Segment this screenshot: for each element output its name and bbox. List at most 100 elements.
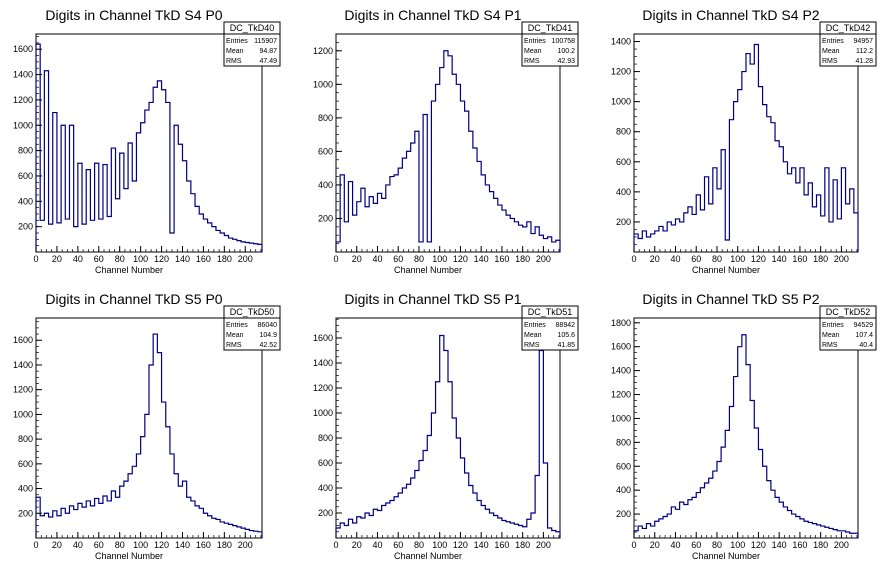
stats-value-mean: 105.6 <box>557 332 575 339</box>
x-tick-label: 100 <box>432 254 447 264</box>
x-tick-label: 120 <box>453 540 468 550</box>
stats-label: RMS <box>226 342 242 349</box>
y-tick-label: 1200 <box>313 46 333 56</box>
x-tick-label: 180 <box>515 540 530 550</box>
y-tick-label: 200 <box>18 222 33 232</box>
y-tick-label: 1400 <box>13 360 33 370</box>
stats-value-entries: 115907 <box>254 38 277 45</box>
y-tick-label: 1000 <box>611 413 631 423</box>
stats-name: DC_TkD40 <box>230 23 275 33</box>
y-tick-label: 1000 <box>313 408 333 418</box>
y-tick-label: 1600 <box>313 333 333 343</box>
stats-value-entries: 94529 <box>854 322 874 329</box>
stats-box <box>521 21 579 67</box>
x-tick-label: 40 <box>670 254 680 264</box>
x-tick-label: 20 <box>352 540 362 550</box>
histogram-line <box>633 334 859 538</box>
x-tick-label: 60 <box>94 254 104 264</box>
x-axis-label: Channel Number <box>692 551 760 561</box>
y-tick-label: 800 <box>318 113 333 123</box>
y-tick-label: 1200 <box>13 95 33 105</box>
x-tick-label: 200 <box>238 540 253 550</box>
stats-box <box>223 21 281 67</box>
histogram-panel: Digits in Channel TkD S4 P1 0 20 40 60 80 100 1… <box>313 7 579 275</box>
y-tick-label: 1400 <box>313 358 333 368</box>
x-tick-label: 120 <box>154 254 169 264</box>
stats-value-rms: 47.49 <box>259 58 277 65</box>
stats-name: DC_TkD52 <box>826 307 871 317</box>
stats-value-rms: 42.52 <box>259 342 277 349</box>
x-tick-label: 140 <box>175 254 190 264</box>
x-tick-label: 100 <box>133 254 148 264</box>
x-tick-label: 200 <box>536 254 551 264</box>
y-tick-label: 600 <box>18 171 33 181</box>
y-tick-label: 1200 <box>611 390 631 400</box>
stats-box <box>819 21 877 67</box>
stats-value-entries: 86040 <box>258 322 278 329</box>
x-axis-label: Channel Number <box>692 265 760 275</box>
x-axis-label: Channel Number <box>95 551 163 561</box>
stats-label: RMS <box>226 58 242 65</box>
y-tick-label: 800 <box>18 434 33 444</box>
y-tick-label: 1200 <box>611 67 631 77</box>
stats-value-rms: 41.28 <box>855 58 873 65</box>
stats-label: RMS <box>822 342 838 349</box>
x-tick-label: 0 <box>333 254 338 264</box>
x-tick-label: 140 <box>474 540 489 550</box>
y-tick-label: 800 <box>318 433 333 443</box>
x-tick-label: 120 <box>154 540 169 550</box>
plot-frame <box>335 33 561 253</box>
y-tick-label: 600 <box>18 459 33 469</box>
histogram-line <box>335 334 561 538</box>
stats-label: Entries <box>524 38 546 45</box>
plot-frame <box>633 317 859 539</box>
stats-label: Entries <box>822 322 844 329</box>
x-tick-label: 100 <box>730 254 745 264</box>
stats-label: Mean <box>524 332 542 339</box>
stats-label: Mean <box>226 332 244 339</box>
x-tick-label: 200 <box>536 540 551 550</box>
x-tick-label: 20 <box>52 254 62 264</box>
x-tick-label: 60 <box>691 540 701 550</box>
stats-label: Entries <box>524 322 546 329</box>
histogram-line <box>35 333 263 538</box>
x-tick-label: 160 <box>792 254 807 264</box>
y-tick-label: 1000 <box>13 409 33 419</box>
plot-frame <box>335 317 561 539</box>
x-tick-label: 20 <box>650 540 660 550</box>
histogram-line <box>35 43 263 252</box>
x-axis-label: Channel Number <box>394 265 462 275</box>
y-tick-label: 1200 <box>313 383 333 393</box>
x-tick-label: 180 <box>217 254 232 264</box>
chart-title: Digits in Channel TkD S5 P2 <box>642 291 819 307</box>
y-tick-label: 800 <box>18 146 33 156</box>
stats-label: RMS <box>822 58 838 65</box>
stats-label: Mean <box>524 48 542 55</box>
x-tick-label: 200 <box>834 254 849 264</box>
stats-label: Entries <box>226 38 248 45</box>
chart-title: Digits in Channel TkD S5 P1 <box>344 291 521 307</box>
stats-value-entries: 94957 <box>854 38 874 45</box>
x-tick-label: 120 <box>751 540 766 550</box>
stats-box <box>521 305 579 351</box>
stats-label: RMS <box>524 58 540 65</box>
x-tick-label: 0 <box>33 254 38 264</box>
plot-frame <box>633 33 859 253</box>
stats-value-rms: 40.4 <box>859 342 873 349</box>
x-tick-label: 40 <box>73 540 83 550</box>
y-tick-label: 600 <box>616 157 631 167</box>
y-tick-label: 600 <box>616 461 631 471</box>
x-axis-label: Channel Number <box>95 265 163 275</box>
y-tick-label: 200 <box>318 213 333 223</box>
y-tick-label: 400 <box>616 187 631 197</box>
y-tick-label: 400 <box>18 196 33 206</box>
x-tick-label: 80 <box>712 540 722 550</box>
x-tick-label: 100 <box>432 540 447 550</box>
histogram-panel: Digits in Channel TkD S5 P0 0 20 40 60 80 100 1… <box>13 291 281 561</box>
chart-title: Digits in Channel TkD S5 P0 <box>45 291 222 307</box>
x-tick-label: 140 <box>772 540 787 550</box>
stats-box <box>223 305 281 351</box>
y-tick-label: 800 <box>616 127 631 137</box>
x-tick-label: 40 <box>372 540 382 550</box>
